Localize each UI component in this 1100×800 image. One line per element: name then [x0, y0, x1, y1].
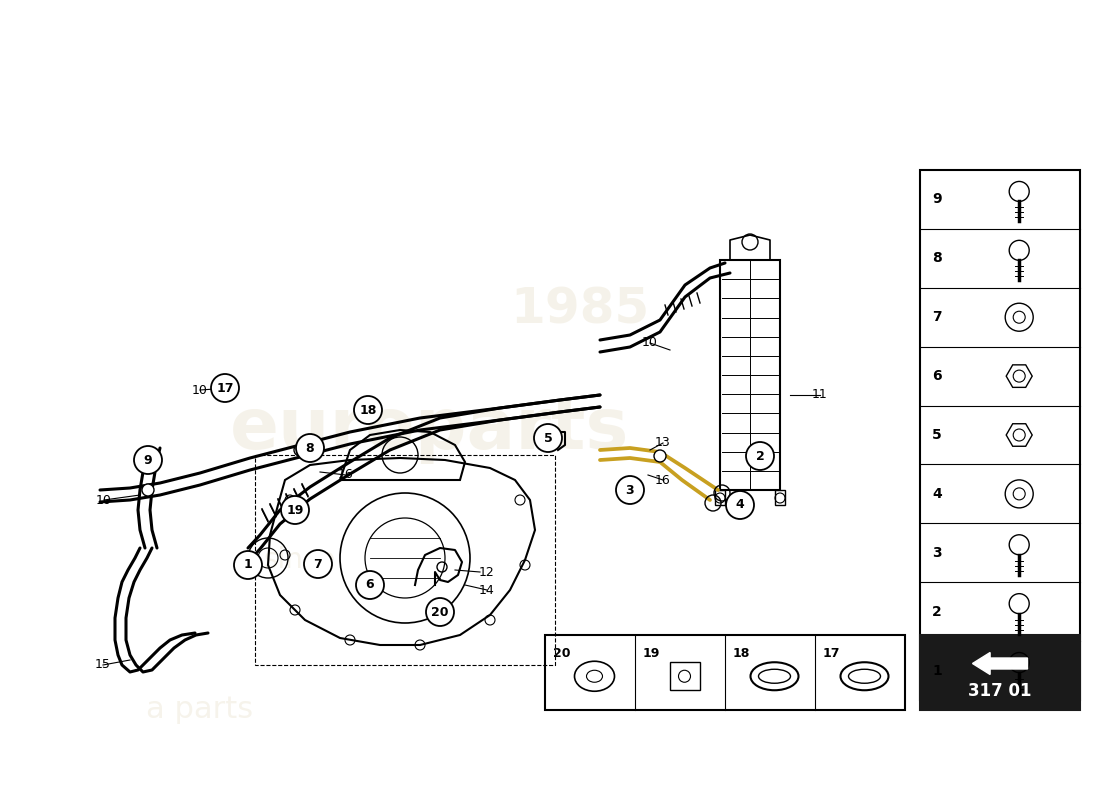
Circle shape: [534, 424, 562, 452]
Text: 7: 7: [314, 558, 322, 570]
Bar: [776, 490, 785, 505]
Text: 15: 15: [95, 658, 111, 671]
Text: 17: 17: [217, 382, 233, 394]
Text: 17: 17: [823, 647, 840, 660]
Text: 4: 4: [932, 487, 942, 501]
Text: 6: 6: [365, 578, 374, 591]
Text: 10: 10: [96, 494, 112, 506]
Text: 18: 18: [360, 403, 376, 417]
Bar: [920, 170, 1080, 700]
Circle shape: [294, 444, 306, 456]
Bar: [720, 260, 780, 490]
Text: a parts: a parts: [146, 695, 254, 725]
Bar: [920, 635, 1080, 710]
Text: 8: 8: [306, 442, 315, 454]
Circle shape: [234, 551, 262, 579]
Text: 3: 3: [626, 483, 635, 497]
Circle shape: [726, 491, 754, 519]
Text: 1: 1: [932, 663, 942, 678]
Text: 10: 10: [642, 337, 658, 350]
Text: 7: 7: [932, 310, 942, 324]
Text: 20: 20: [553, 647, 571, 660]
Text: 317 01: 317 01: [968, 682, 1032, 700]
Circle shape: [134, 446, 162, 474]
Text: 5: 5: [932, 428, 942, 442]
Text: 4: 4: [736, 498, 745, 511]
Polygon shape: [972, 653, 1027, 674]
Circle shape: [354, 396, 382, 424]
Text: 2: 2: [932, 605, 942, 618]
Text: 10: 10: [192, 383, 208, 397]
Text: 1: 1: [243, 558, 252, 571]
Text: 11: 11: [812, 389, 828, 402]
Text: 2: 2: [756, 450, 764, 462]
Bar: [715, 490, 725, 505]
Text: europarts: europarts: [230, 395, 629, 465]
Text: 19: 19: [644, 647, 660, 660]
Text: since: since: [264, 546, 337, 574]
Text: 18: 18: [733, 647, 750, 660]
Circle shape: [654, 450, 666, 462]
Text: 20: 20: [431, 606, 449, 618]
Text: 19: 19: [286, 503, 304, 517]
Circle shape: [356, 571, 384, 599]
Circle shape: [616, 476, 644, 504]
Text: 6: 6: [932, 369, 942, 383]
Circle shape: [280, 496, 309, 524]
Text: 12: 12: [480, 566, 495, 578]
Bar: [544, 635, 905, 710]
Circle shape: [426, 598, 454, 626]
Circle shape: [746, 442, 774, 470]
Text: 9: 9: [144, 454, 152, 466]
Text: 9: 9: [932, 193, 942, 206]
Text: 16: 16: [338, 469, 354, 482]
Text: 3: 3: [932, 546, 942, 560]
Bar: [255, 455, 556, 665]
Circle shape: [296, 434, 324, 462]
Text: 13: 13: [656, 437, 671, 450]
Circle shape: [142, 484, 154, 496]
Bar: [670, 662, 700, 690]
Circle shape: [304, 550, 332, 578]
Circle shape: [211, 374, 239, 402]
Text: 8: 8: [932, 251, 942, 266]
Text: 1985: 1985: [510, 286, 650, 334]
Text: 14: 14: [480, 583, 495, 597]
Text: 5: 5: [543, 431, 552, 445]
Text: 16: 16: [656, 474, 671, 486]
